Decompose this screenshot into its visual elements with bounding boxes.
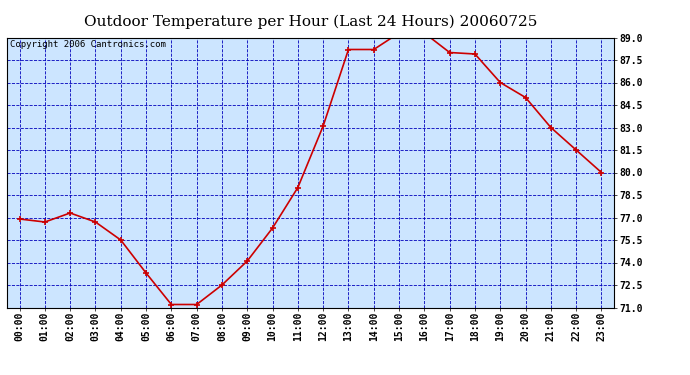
Text: Copyright 2006 Cantronics.com: Copyright 2006 Cantronics.com	[10, 40, 166, 49]
Text: Outdoor Temperature per Hour (Last 24 Hours) 20060725: Outdoor Temperature per Hour (Last 24 Ho…	[83, 15, 538, 29]
